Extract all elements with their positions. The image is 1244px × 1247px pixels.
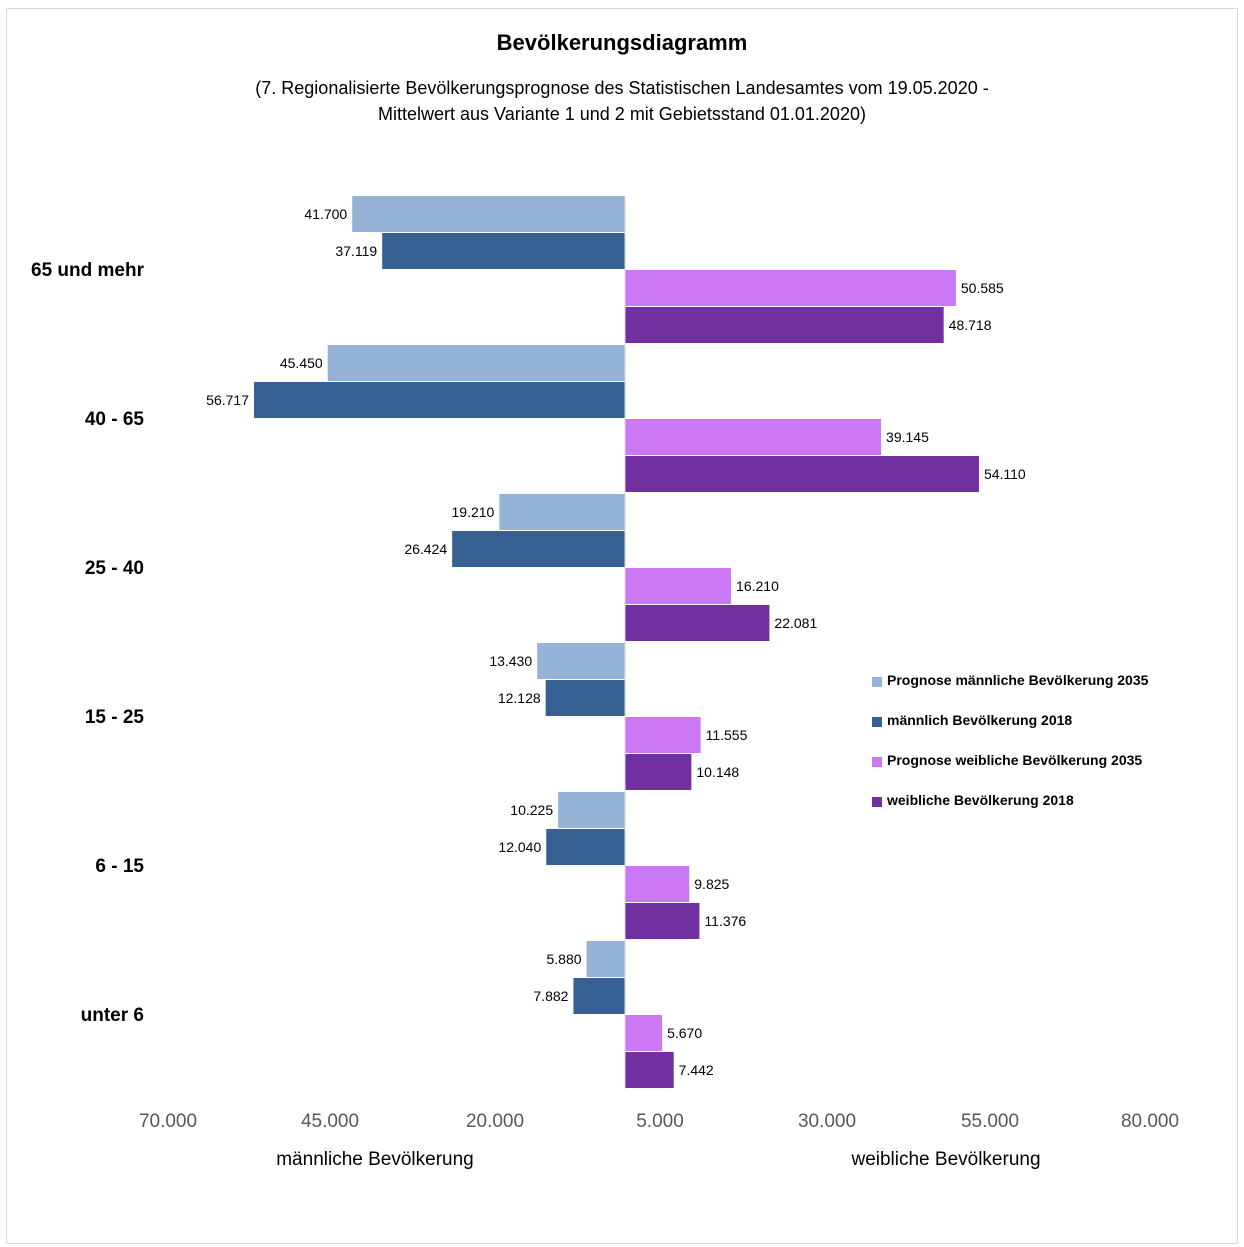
data-label-5-3: 7.442: [679, 1062, 714, 1078]
legend-swatch-3: [872, 797, 882, 807]
x-tick-label-2: 20.000: [466, 1111, 524, 1132]
data-label-2-3: 22.081: [774, 615, 817, 631]
data-label-0-3: 48.718: [949, 317, 992, 333]
data-label-2-2: 16.210: [736, 578, 779, 594]
legend-swatch-2: [872, 757, 882, 767]
bar-2-1: [452, 531, 625, 567]
data-label-1-1: 56.717: [206, 392, 249, 408]
bar-0-1: [382, 233, 625, 269]
category-label-3: 15 - 25: [85, 707, 145, 728]
bar-1-1: [254, 382, 625, 418]
category-label-5: unter 6: [81, 1005, 144, 1026]
legend-swatch-0: [872, 677, 882, 687]
data-label-2-1: 26.424: [404, 541, 447, 557]
data-label-4-3: 11.376: [704, 913, 746, 929]
data-label-4-1: 12.040: [498, 839, 541, 855]
data-label-4-0: 10.225: [510, 802, 553, 818]
x-tick-label-0: 70.000: [139, 1111, 197, 1132]
bar-2-0: [499, 494, 625, 530]
legend-label-2: Prognose weibliche Bevölkerung 2035: [887, 752, 1143, 768]
data-label-5-2: 5.670: [667, 1025, 702, 1041]
data-label-4-2: 9.825: [694, 876, 729, 892]
category-label-1: 40 - 65: [85, 409, 145, 430]
bar-2-3: [625, 605, 770, 641]
x-axis-title-left: männliche Bevölkerung: [276, 1149, 474, 1170]
data-label-3-3: 10.148: [696, 764, 739, 780]
data-label-3-2: 11.555: [706, 727, 748, 743]
bar-1-2: [625, 419, 882, 455]
bar-3-3: [625, 754, 692, 790]
data-label-3-0: 13.430: [489, 653, 532, 669]
x-tick-label-5: 55.000: [961, 1111, 1019, 1132]
bar-3-2: [625, 717, 701, 753]
bar-4-3: [625, 903, 700, 939]
bar-0-3: [625, 307, 944, 343]
chart-title: Bevölkerungsdiagramm: [496, 30, 748, 55]
subtitle-line-1: (7. Regionalisierte Bevölkerungsprognose…: [255, 78, 989, 98]
data-label-0-1: 37.119: [335, 243, 377, 259]
chart-subtitle: (7. Regionalisierte Bevölkerungsprognose…: [0, 75, 1244, 127]
bar-0-2: [625, 270, 956, 306]
x-tick-label-3: 5.000: [636, 1111, 684, 1132]
data-label-1-3: 54.110: [984, 466, 1026, 482]
category-label-4: 6 - 15: [95, 856, 144, 877]
bar-4-0: [558, 792, 625, 828]
bar-5-3: [625, 1052, 674, 1088]
x-tick-label-6: 80.000: [1121, 1111, 1179, 1132]
bar-5-1: [573, 978, 625, 1014]
data-label-1-2: 39.145: [886, 429, 929, 445]
data-label-2-0: 19.210: [452, 504, 495, 520]
x-tick-label-4: 30.000: [798, 1111, 856, 1132]
legend-swatch-1: [872, 717, 882, 727]
x-tick-label-1: 45.000: [301, 1111, 359, 1132]
legend-label-0: Prognose männliche Bevölkerung 2035: [887, 672, 1149, 688]
category-label-2: 25 - 40: [85, 558, 144, 579]
bar-1-3: [625, 456, 979, 492]
data-label-0-0: 41.700: [304, 206, 347, 222]
data-label-5-0: 5.880: [546, 951, 581, 967]
legend-label-3: weibliche Bevölkerung 2018: [887, 792, 1074, 808]
bar-4-2: [625, 866, 690, 902]
subtitle-line-2: Mittelwert aus Variante 1 und 2 mit Gebi…: [378, 104, 866, 124]
x-axis-title-right: weibliche Bevölkerung: [850, 1149, 1040, 1170]
bar-1-0: [327, 345, 625, 381]
bar-3-1: [545, 680, 625, 716]
bar-4-1: [546, 829, 625, 865]
data-label-1-0: 45.450: [280, 355, 323, 371]
data-label-3-1: 12.128: [498, 690, 541, 706]
legend-label-1: männlich Bevölkerung 2018: [887, 712, 1073, 728]
bar-5-0: [586, 941, 625, 977]
bar-3-0: [537, 643, 625, 679]
bar-0-0: [352, 196, 625, 232]
data-label-5-1: 7.882: [533, 988, 568, 1004]
bar-5-2: [625, 1015, 663, 1051]
category-label-0: 65 und mehr: [31, 260, 145, 281]
data-label-0-2: 50.585: [961, 280, 1004, 296]
bar-2-2: [625, 568, 732, 604]
